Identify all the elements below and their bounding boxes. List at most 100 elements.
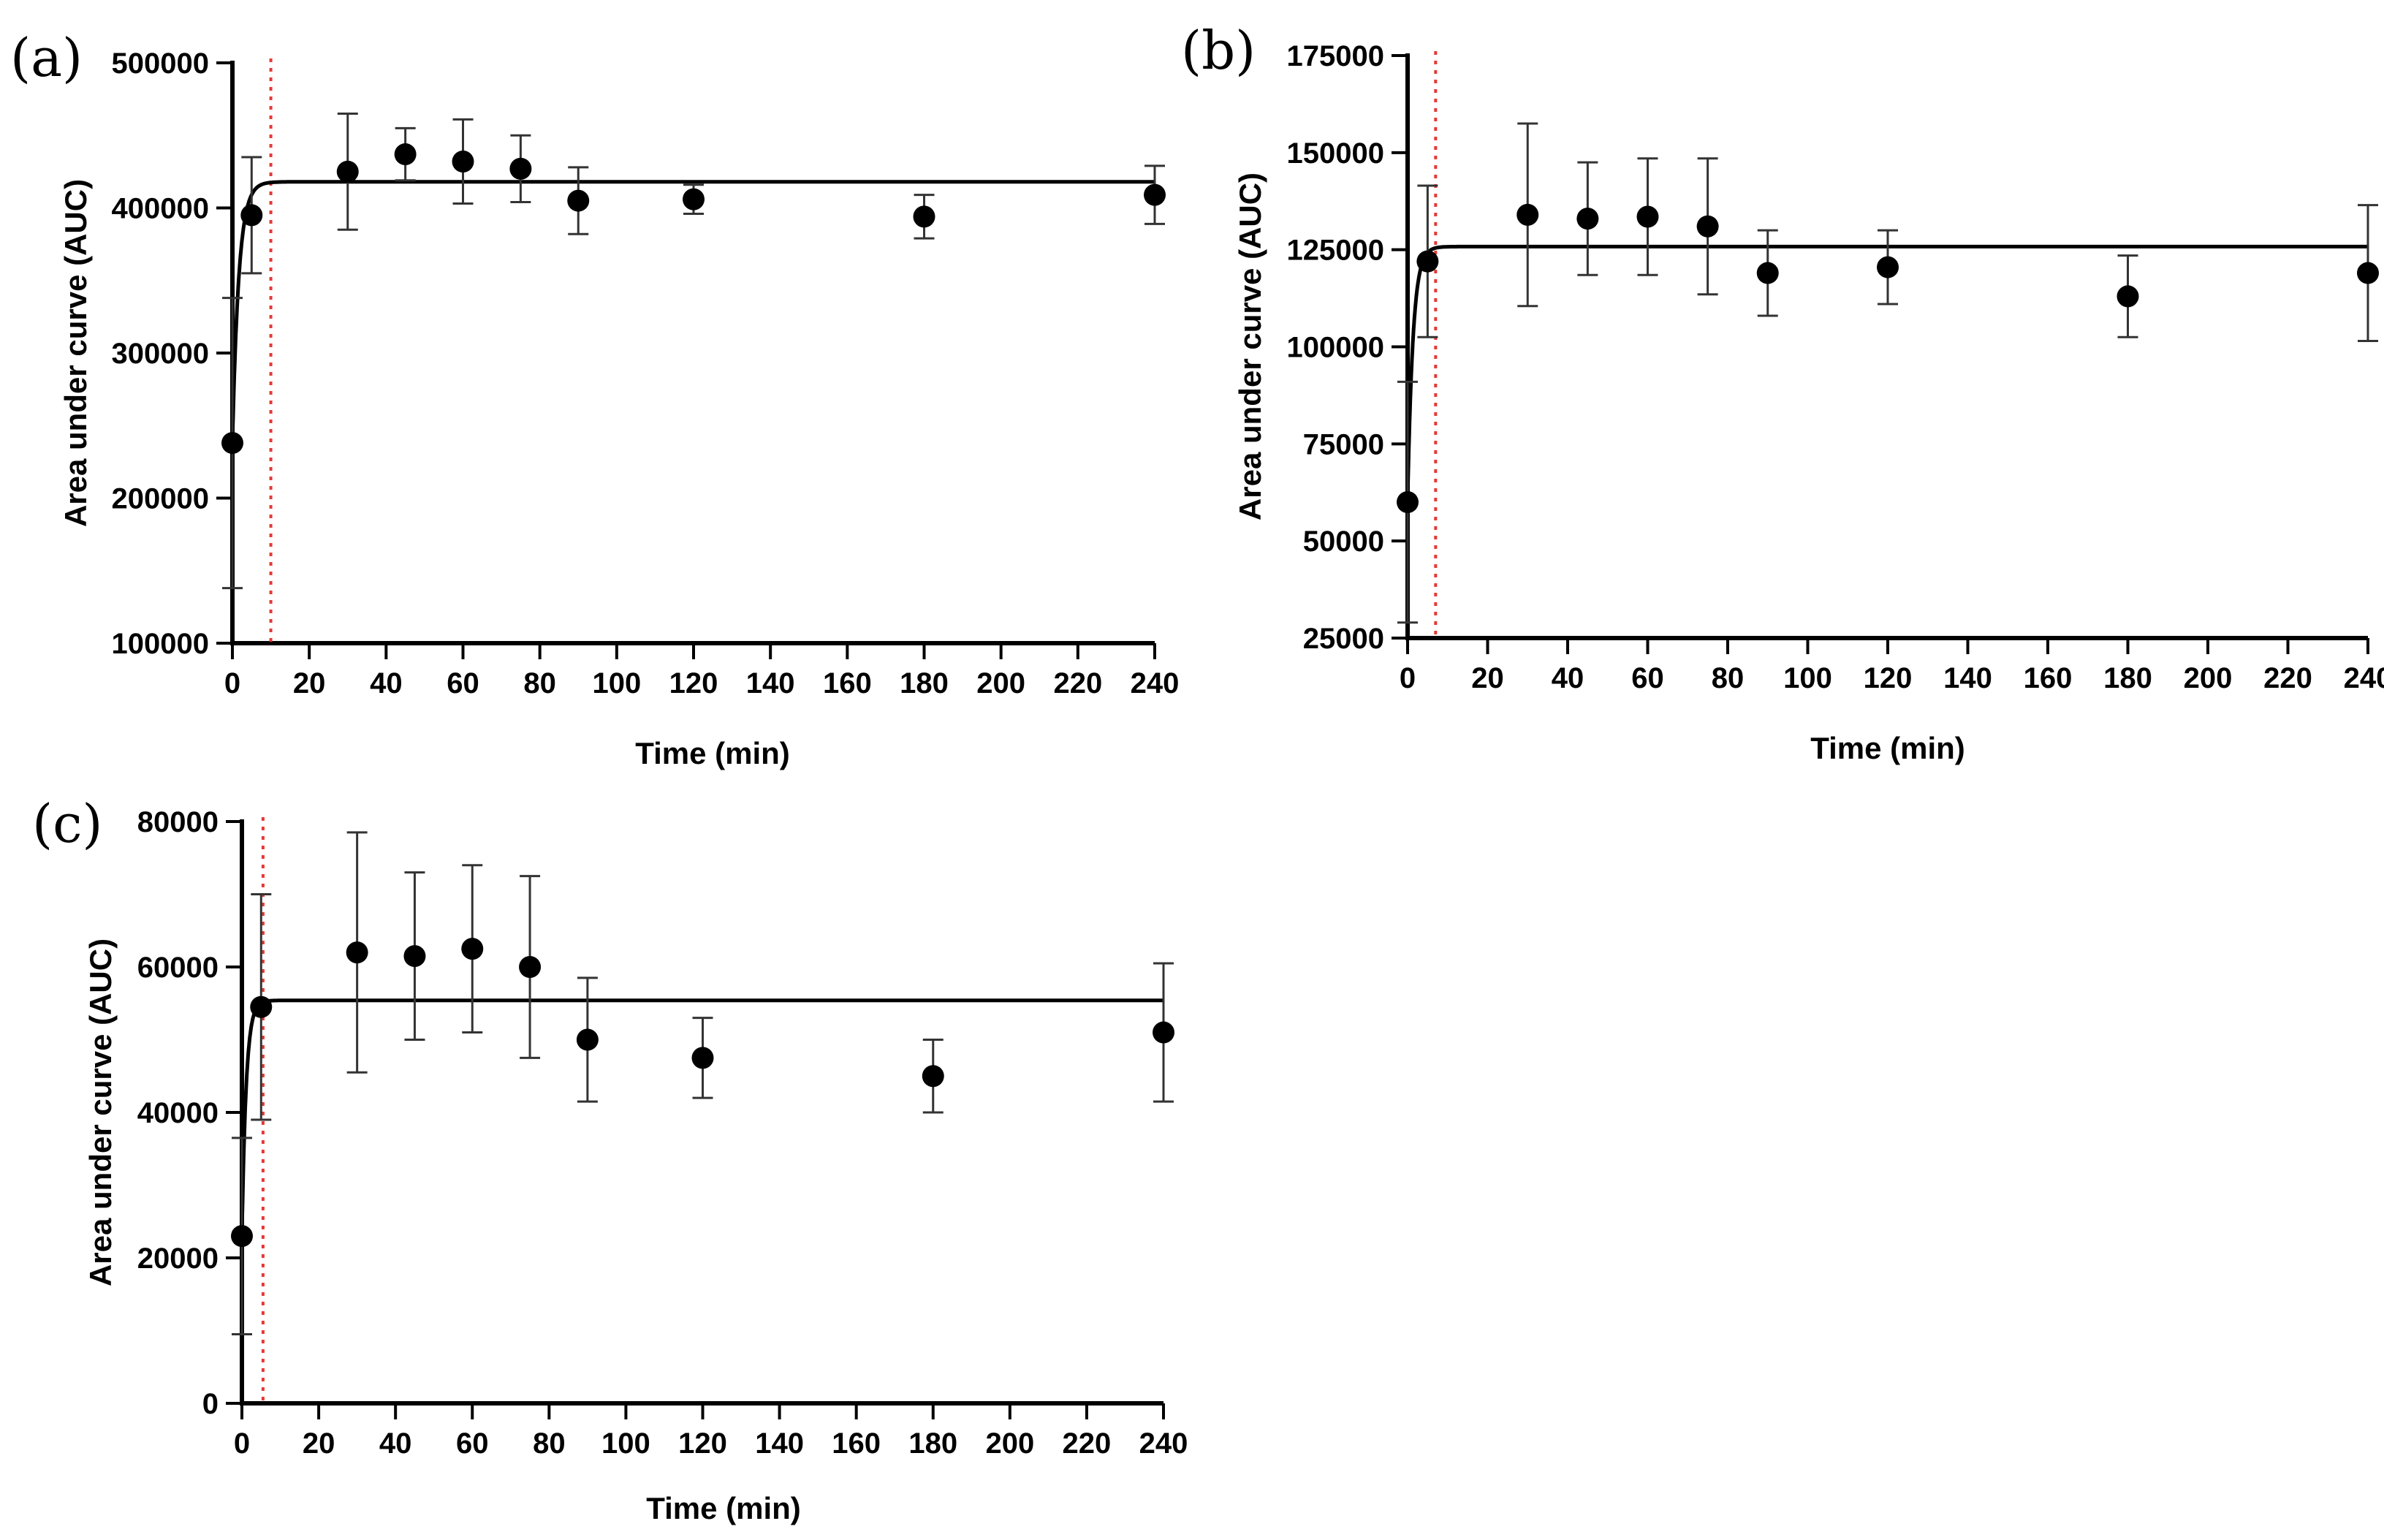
y-axis-title: Area under curve (AUC)	[58, 179, 93, 527]
x-tick-label: 140	[755, 1427, 804, 1460]
y-tick-label: 80000	[137, 806, 219, 838]
x-tick-label: 240	[1139, 1427, 1188, 1460]
x-tick-label: 220	[1053, 667, 1102, 699]
x-tick-label: 120	[1864, 662, 1913, 694]
x-tick-label: 0	[234, 1427, 250, 1460]
data-point	[403, 945, 426, 968]
x-tick-label: 120	[678, 1427, 727, 1460]
x-tick-label: 40	[370, 667, 403, 699]
data-point	[336, 160, 359, 183]
data-point	[2357, 262, 2379, 284]
x-tick-label: 80	[533, 1427, 566, 1460]
x-tick-label: 80	[523, 667, 556, 699]
data-point	[1153, 1021, 1174, 1044]
data-point	[461, 938, 484, 960]
chart-panel-c: (c) 0 20000 40000 60000 80000 0 20 40 60 80 100 120 1…	[32, 793, 1188, 1525]
data-point	[567, 189, 590, 212]
x-tick-label: 100	[592, 667, 641, 699]
data-point	[1397, 491, 1419, 514]
x-tick-label: 140	[1943, 662, 1992, 694]
data-point	[1756, 262, 1779, 284]
data-point	[346, 941, 368, 964]
data-point	[394, 143, 417, 166]
chart-panel-b: (b) 25000 50000 75000 100000 125000 150000 1750…	[1181, 20, 2384, 765]
fit-curve	[230, 180, 1155, 444]
y-tick-label: 100000	[1287, 332, 1384, 364]
x-tick-label: 20	[293, 667, 326, 699]
x-tick-label: 60	[1631, 662, 1664, 694]
x-axis-title: Time (min)	[635, 736, 790, 770]
data-point	[1416, 250, 1439, 273]
x-tick-label: 220	[1063, 1427, 1112, 1460]
y-tick-label: 0	[202, 1388, 219, 1420]
x-tick-label: 240	[2344, 662, 2384, 694]
x-tick-label: 80	[1712, 662, 1745, 694]
x-tick-label: 0	[1400, 662, 1416, 694]
x-tick-label: 160	[2024, 662, 2073, 694]
data-point	[1636, 205, 1659, 228]
x-tick-label: 20	[303, 1427, 335, 1460]
x-tick-label: 180	[900, 667, 949, 699]
x-tick-label: 140	[746, 667, 795, 699]
panel-label: (c)	[32, 793, 103, 854]
y-tick-label: 300000	[112, 338, 209, 370]
data-point	[1877, 256, 1899, 278]
data-point	[1576, 208, 1599, 230]
x-tick-label: 120	[669, 667, 718, 699]
y-tick-label: 175000	[1287, 40, 1384, 72]
y-tick-label: 50000	[1303, 526, 1384, 558]
y-axis-title: Area under curve (AUC)	[83, 938, 118, 1286]
data-point	[221, 432, 243, 455]
data-point	[922, 1065, 944, 1088]
data-point	[240, 204, 263, 227]
x-tick-label: 40	[379, 1427, 412, 1460]
y-tick-label: 40000	[137, 1097, 219, 1129]
y-tick-label: 100000	[112, 628, 209, 660]
x-tick-label: 0	[224, 667, 240, 699]
data-point	[231, 1225, 253, 1248]
x-axis-title: Time (min)	[646, 1491, 801, 1525]
x-tick-label: 220	[2263, 662, 2312, 694]
data-point	[250, 995, 273, 1018]
data-point	[2117, 285, 2139, 308]
x-tick-label: 60	[447, 667, 479, 699]
data-point	[1516, 203, 1539, 226]
y-axis-title: Area under curve (AUC)	[1233, 172, 1267, 520]
data-point	[1144, 183, 1166, 206]
x-tick-label: 200	[976, 667, 1025, 699]
x-tick-label: 200	[985, 1427, 1034, 1460]
x-axis-title: Time (min)	[1810, 731, 1965, 765]
y-tick-label: 60000	[137, 952, 219, 984]
x-tick-label: 180	[908, 1427, 957, 1460]
data-point	[691, 1047, 714, 1069]
x-tick-label: 40	[1552, 662, 1584, 694]
y-tick-label: 75000	[1303, 428, 1384, 460]
data-point	[913, 205, 935, 228]
data-point	[576, 1028, 599, 1051]
x-tick-label: 160	[823, 667, 872, 699]
x-tick-label: 160	[832, 1427, 881, 1460]
x-tick-label: 100	[1783, 662, 1832, 694]
data-point	[1696, 215, 1719, 238]
x-tick-label: 60	[456, 1427, 489, 1460]
data-point	[509, 157, 532, 180]
panel-label: (a)	[10, 27, 83, 88]
x-tick-label: 180	[2103, 662, 2152, 694]
data-point	[519, 956, 542, 978]
y-tick-label: 125000	[1287, 235, 1384, 267]
x-tick-label: 200	[2184, 662, 2233, 694]
x-tick-label: 240	[1131, 667, 1180, 699]
y-tick-label: 150000	[1287, 137, 1384, 170]
x-tick-label: 100	[601, 1427, 650, 1460]
x-tick-label: 20	[1471, 662, 1504, 694]
y-tick-label: 25000	[1303, 623, 1384, 655]
y-tick-label: 200000	[112, 483, 209, 515]
y-tick-label: 400000	[112, 193, 209, 225]
data-point	[683, 188, 705, 210]
data-point	[452, 150, 474, 172]
y-tick-label: 20000	[137, 1243, 219, 1275]
chart-panel-a: (a) 100000 200000 300000 400000 500000 0 20 40 60…	[10, 27, 1179, 770]
y-tick-label: 500000	[112, 48, 209, 80]
panel-label: (b)	[1181, 20, 1256, 81]
